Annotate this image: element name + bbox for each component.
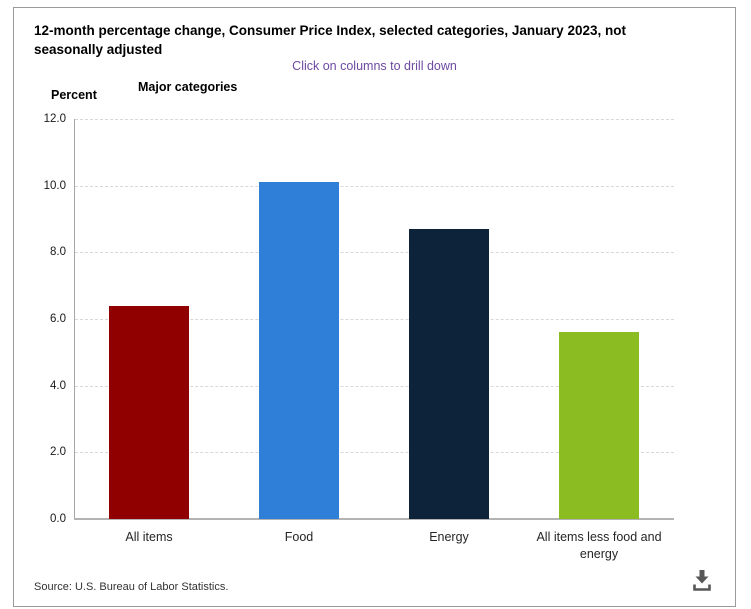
source-note: Source: U.S. Bureau of Labor Statistics. <box>34 581 229 593</box>
y-tick-label: 4.0 <box>50 379 66 392</box>
x-axis-line <box>74 518 674 520</box>
x-axis-label: Food <box>284 530 314 544</box>
bar-energy[interactable] <box>409 229 489 519</box>
cpi-chart-widget: 12-month percentage change, Consumer Pri… <box>13 7 736 607</box>
y-tick-label: 8.0 <box>50 246 66 259</box>
download-icon[interactable] <box>691 568 713 592</box>
y-tick-label: 0.0 <box>50 513 66 525</box>
bar-all-items-less-food-and-energy[interactable] <box>559 332 639 519</box>
x-axis-title: Major categories <box>138 80 238 94</box>
y-tick-label: 12.0 <box>43 113 66 125</box>
y-axis-title: Percent <box>51 88 97 102</box>
y-tick-label: 10.0 <box>43 179 66 192</box>
gridline <box>75 385 674 387</box>
x-axis-label: All items <box>125 530 173 544</box>
bar-all-items[interactable] <box>109 305 189 519</box>
y-axis-line <box>74 119 75 520</box>
plot-area: 0.0 2.0 4.0 6.0 8.0 10.0 12.0 All items Food Ener… <box>44 113 674 561</box>
y-tick-label: 6.0 <box>50 313 66 325</box>
y-tick-label: 2.0 <box>50 446 66 459</box>
gridline <box>75 252 674 254</box>
bar-food[interactable] <box>259 182 339 519</box>
chart-title: 12-month percentage change, Consumer Pri… <box>34 23 626 57</box>
chart-subtitle: Click on columns to drill down <box>292 59 457 73</box>
gridline <box>75 452 674 454</box>
x-axis-label: Energy <box>429 530 469 544</box>
x-axis-label: All items less food and energy <box>536 530 662 561</box>
gridline <box>75 319 674 320</box>
gridline <box>75 185 674 187</box>
gridline <box>75 119 674 120</box>
